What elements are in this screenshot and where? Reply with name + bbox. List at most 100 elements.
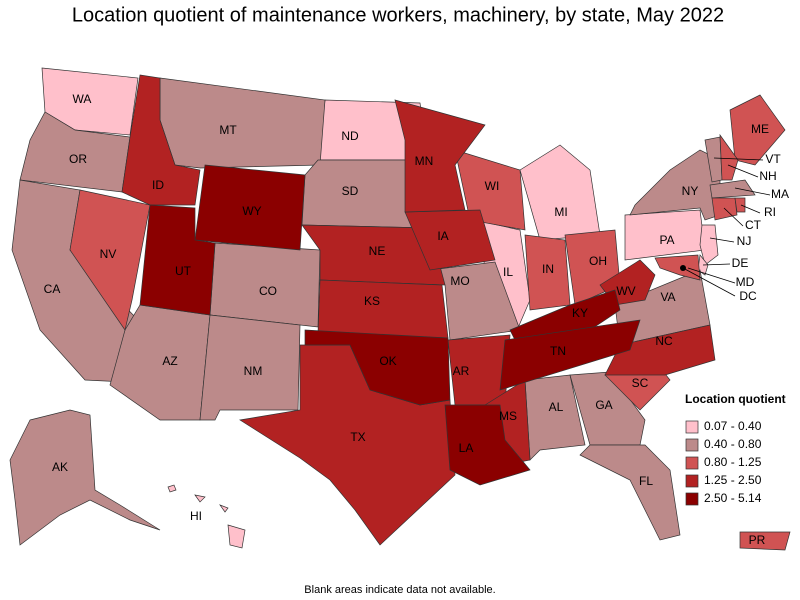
leader-line (734, 187, 771, 196)
state-label: ME (751, 122, 769, 136)
state-label: HI (190, 509, 202, 523)
state-label: NM (244, 364, 263, 378)
legend-swatch (685, 456, 699, 470)
legend-label: 2.50 - 5.14 (704, 491, 762, 505)
state (159, 77, 326, 169)
state-label: OK (379, 354, 396, 368)
state (194, 164, 306, 251)
state (227, 524, 246, 549)
leader-line (723, 207, 744, 227)
legend-label: 0.80 - 1.25 (704, 455, 762, 469)
leader-line (702, 263, 731, 266)
state-label: AK (52, 460, 68, 474)
state (654, 254, 701, 281)
state-label: MI (554, 205, 567, 219)
state-label: OH (589, 254, 607, 268)
leader-line (709, 237, 735, 243)
state-label: DC (739, 289, 757, 303)
legend-title: Location quotient (685, 392, 786, 406)
state-label: OR (69, 152, 87, 166)
state-label: NJ (737, 234, 752, 248)
state (199, 314, 301, 421)
legend-swatch (685, 474, 699, 488)
state-label: ND (341, 129, 359, 143)
state-label: IN (542, 262, 554, 276)
legend-label: 0.40 - 0.80 (704, 437, 762, 451)
leader-line (740, 204, 761, 214)
state (317, 279, 449, 339)
state-label: IL (503, 265, 513, 279)
state-label: AL (549, 400, 564, 414)
state (499, 319, 641, 391)
state-label: NE (369, 244, 386, 258)
state-label: MN (415, 154, 434, 168)
state-label: KY (572, 306, 588, 320)
legend-swatch (685, 492, 699, 506)
state (121, 74, 201, 206)
state-label: WI (485, 179, 500, 193)
state-label: MD (736, 275, 755, 289)
legend-label: 1.25 - 2.50 (704, 473, 762, 487)
state (394, 99, 486, 213)
state-label: MA (771, 187, 789, 201)
state-label: ID (152, 178, 164, 192)
leader-line (682, 267, 736, 297)
state-label: RI (764, 205, 776, 219)
map-title: Location quotient of maintenance workers… (72, 4, 724, 26)
state-label: WA (73, 92, 92, 106)
state-label: TN (550, 344, 566, 358)
state (579, 444, 681, 541)
state-label: VA (660, 290, 675, 304)
state-label: TX (350, 430, 365, 444)
state-label: NV (100, 247, 117, 261)
state (729, 94, 786, 166)
leader-line (713, 157, 764, 161)
state-label: GA (595, 398, 612, 412)
state (739, 531, 791, 551)
state-label: NY (682, 184, 699, 198)
state (699, 224, 719, 266)
leader-line (687, 267, 736, 284)
state-label: DE (732, 256, 749, 270)
state-label: VT (765, 152, 781, 166)
state-label: IA (437, 229, 448, 243)
state (194, 494, 206, 503)
legend-label: 0.07 - 0.40 (704, 419, 762, 433)
state-label: AZ (162, 354, 177, 368)
state (519, 144, 601, 241)
state-label: NH (759, 169, 776, 183)
state-label: WV (616, 284, 635, 298)
state-label: CT (745, 218, 762, 232)
state (167, 484, 177, 493)
state (709, 179, 756, 199)
state (9, 409, 161, 546)
state (41, 67, 139, 136)
state-label: NC (655, 334, 673, 348)
state-label: KS (364, 294, 380, 308)
state (734, 197, 746, 213)
state-label: PA (659, 233, 674, 247)
state (444, 404, 531, 486)
state-label: LA (459, 441, 474, 455)
state-label: PR (749, 533, 766, 547)
state-label: MS (499, 409, 517, 423)
state (569, 371, 646, 446)
legend-swatch (685, 438, 699, 452)
footnote: Blank areas indicate data not available. (304, 584, 495, 596)
state-label: AR (453, 364, 470, 378)
states (9, 67, 791, 551)
state-label: MO (450, 274, 469, 288)
state-label: SC (632, 376, 649, 390)
state (604, 324, 716, 376)
state-label: UT (175, 264, 192, 278)
state-label: SD (342, 184, 359, 198)
state (304, 329, 451, 406)
state-label: CA (44, 282, 61, 296)
state (629, 149, 721, 221)
leader-line (727, 164, 759, 178)
state (219, 504, 229, 513)
state-label: CO (259, 284, 277, 298)
legend-swatch (685, 420, 699, 434)
state (139, 204, 216, 316)
